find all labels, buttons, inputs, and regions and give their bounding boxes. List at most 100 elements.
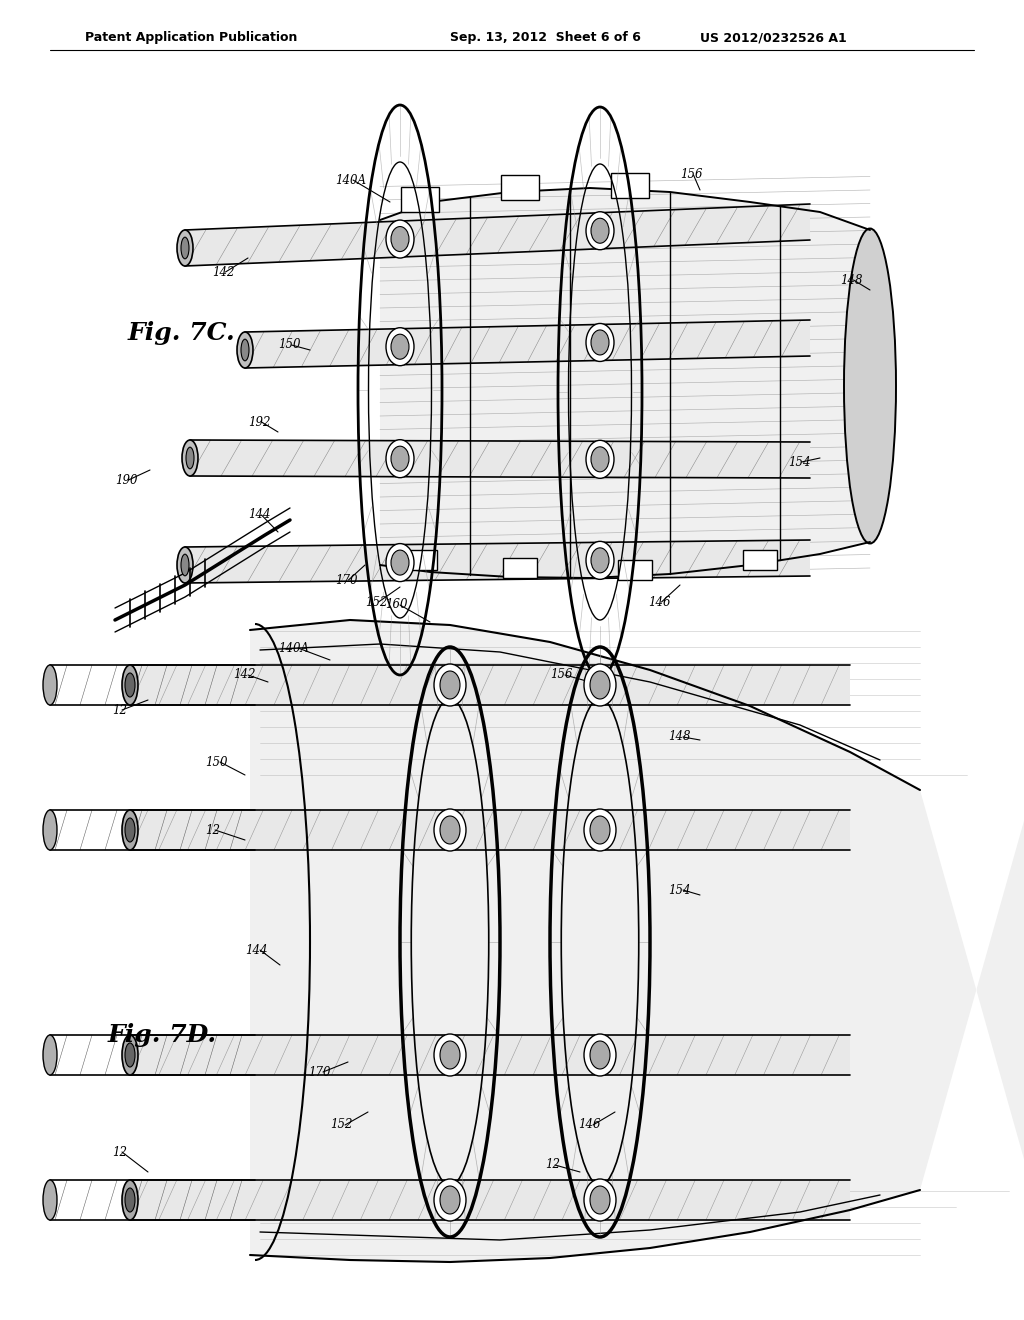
Text: 156: 156 <box>550 668 572 681</box>
Polygon shape <box>618 560 652 579</box>
Ellipse shape <box>591 330 609 355</box>
Ellipse shape <box>586 323 614 362</box>
Text: 190: 190 <box>115 474 137 487</box>
Ellipse shape <box>591 447 609 471</box>
Text: 12: 12 <box>545 1159 560 1172</box>
Ellipse shape <box>391 550 409 576</box>
Ellipse shape <box>241 339 249 360</box>
Ellipse shape <box>43 1035 57 1074</box>
Polygon shape <box>130 1180 850 1220</box>
Ellipse shape <box>586 211 614 249</box>
Ellipse shape <box>434 664 466 706</box>
Text: 142: 142 <box>212 265 234 279</box>
Ellipse shape <box>122 1035 138 1074</box>
Text: 160: 160 <box>385 598 408 611</box>
Text: 170: 170 <box>335 573 357 586</box>
Polygon shape <box>403 550 437 570</box>
Text: 154: 154 <box>668 883 690 896</box>
Text: 192: 192 <box>248 416 270 429</box>
Ellipse shape <box>591 218 609 243</box>
Ellipse shape <box>386 327 414 366</box>
Ellipse shape <box>181 554 189 576</box>
Text: 150: 150 <box>278 338 300 351</box>
Text: 156: 156 <box>680 169 702 181</box>
Ellipse shape <box>386 440 414 478</box>
Ellipse shape <box>122 810 138 850</box>
Text: 144: 144 <box>248 508 270 521</box>
Ellipse shape <box>584 1179 616 1221</box>
Text: Sep. 13, 2012  Sheet 6 of 6: Sep. 13, 2012 Sheet 6 of 6 <box>450 32 641 45</box>
Text: 146: 146 <box>578 1118 600 1131</box>
Text: 140A: 140A <box>335 173 366 186</box>
Ellipse shape <box>590 1185 610 1214</box>
Ellipse shape <box>125 818 135 842</box>
Ellipse shape <box>440 1041 460 1069</box>
Text: Fig. 7D.: Fig. 7D. <box>108 1023 217 1047</box>
Ellipse shape <box>386 220 414 257</box>
Text: 152: 152 <box>365 595 387 609</box>
Text: 148: 148 <box>840 273 862 286</box>
Text: Fig. 7C.: Fig. 7C. <box>128 321 236 345</box>
Polygon shape <box>245 319 810 368</box>
Ellipse shape <box>584 809 616 851</box>
Ellipse shape <box>122 1180 138 1220</box>
Text: 170: 170 <box>308 1065 331 1078</box>
Polygon shape <box>130 1035 850 1074</box>
Ellipse shape <box>590 1041 610 1069</box>
Ellipse shape <box>43 665 57 705</box>
Ellipse shape <box>391 227 409 252</box>
Polygon shape <box>185 540 810 583</box>
Ellipse shape <box>181 238 189 259</box>
Polygon shape <box>503 558 537 578</box>
Ellipse shape <box>440 671 460 700</box>
Ellipse shape <box>586 441 614 478</box>
Polygon shape <box>501 176 539 201</box>
Polygon shape <box>743 550 777 570</box>
Ellipse shape <box>434 1179 466 1221</box>
Ellipse shape <box>844 228 896 544</box>
Text: 154: 154 <box>788 455 811 469</box>
Text: 148: 148 <box>668 730 690 743</box>
Text: US 2012/0232526 A1: US 2012/0232526 A1 <box>700 32 847 45</box>
Text: 12: 12 <box>112 1146 127 1159</box>
Text: 12: 12 <box>205 824 220 837</box>
Ellipse shape <box>586 541 614 579</box>
Ellipse shape <box>391 334 409 359</box>
Ellipse shape <box>386 544 414 582</box>
Text: 150: 150 <box>205 755 227 768</box>
Ellipse shape <box>584 664 616 706</box>
Ellipse shape <box>391 446 409 471</box>
Ellipse shape <box>43 810 57 850</box>
Ellipse shape <box>590 816 610 843</box>
Text: 12: 12 <box>112 704 127 717</box>
Ellipse shape <box>591 548 609 573</box>
Text: 146: 146 <box>648 595 671 609</box>
Polygon shape <box>611 173 649 198</box>
Ellipse shape <box>122 665 138 705</box>
Ellipse shape <box>125 1043 135 1067</box>
Polygon shape <box>250 620 1024 1262</box>
Ellipse shape <box>440 1185 460 1214</box>
Polygon shape <box>130 665 850 705</box>
Ellipse shape <box>440 816 460 843</box>
Ellipse shape <box>125 1188 135 1212</box>
Ellipse shape <box>125 673 135 697</box>
Ellipse shape <box>177 546 193 583</box>
Ellipse shape <box>237 333 253 368</box>
Text: 144: 144 <box>245 944 267 957</box>
Ellipse shape <box>584 1034 616 1076</box>
Polygon shape <box>401 187 439 213</box>
Ellipse shape <box>434 809 466 851</box>
Polygon shape <box>185 205 810 267</box>
Text: 152: 152 <box>330 1118 352 1131</box>
Ellipse shape <box>182 440 198 477</box>
Ellipse shape <box>590 671 610 700</box>
Ellipse shape <box>186 447 194 469</box>
Text: 140A: 140A <box>278 642 309 655</box>
Polygon shape <box>380 187 870 578</box>
Polygon shape <box>130 810 850 850</box>
Ellipse shape <box>434 1034 466 1076</box>
Ellipse shape <box>43 1180 57 1220</box>
Text: 142: 142 <box>233 668 256 681</box>
Ellipse shape <box>177 230 193 267</box>
